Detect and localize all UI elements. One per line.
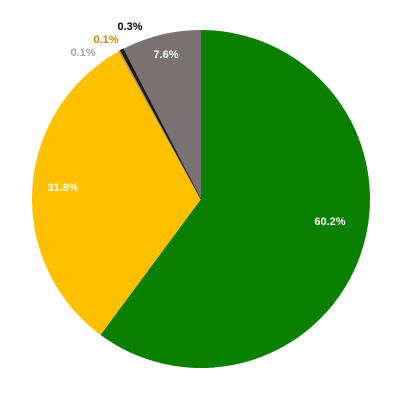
pie-slice-5 xyxy=(123,30,201,199)
pie-slice-4 xyxy=(119,48,202,200)
pie-slices xyxy=(32,30,370,368)
pie-label-0: 60.2% xyxy=(314,216,345,228)
pie-labels: 60.2%31.8%0.1%0.1%0.3%7.6% xyxy=(47,21,345,228)
pie-label-3: 0.1% xyxy=(93,34,118,46)
pie-label-2: 0.1% xyxy=(70,47,95,59)
pie-label-5: 7.6% xyxy=(153,49,178,61)
pie-label-4: 0.3% xyxy=(117,21,142,33)
pie-label-1: 31.8% xyxy=(47,182,78,194)
pie-slice-0 xyxy=(100,30,370,368)
pie-slice-1 xyxy=(32,51,202,335)
